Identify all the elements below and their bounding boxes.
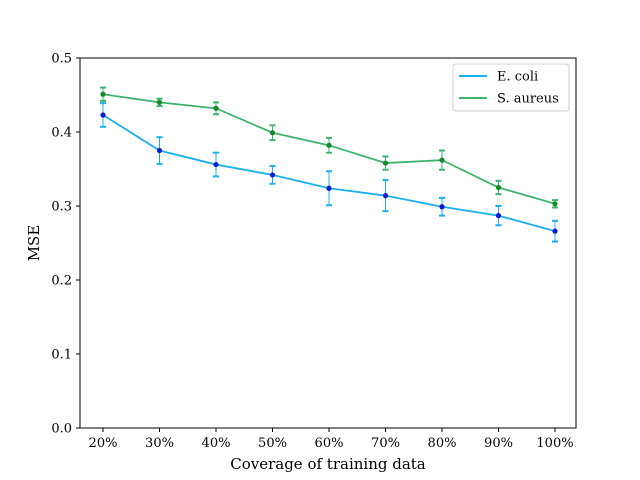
plot-frame <box>79 57 577 429</box>
data-point <box>156 99 163 105</box>
legend-label-e-coli: E. coli <box>497 70 538 85</box>
x-tick-label: 50% <box>258 436 287 451</box>
data-point <box>269 172 276 178</box>
data-point <box>495 184 502 191</box>
data-point <box>552 228 558 234</box>
legend: E. coli S. aureus <box>452 63 570 112</box>
data-point <box>382 193 389 199</box>
x-tick-label: 20% <box>89 436 118 451</box>
data-point <box>100 112 106 118</box>
data-point <box>269 130 276 136</box>
x-axis-title: Coverage of training data <box>230 455 426 473</box>
legend-label-s-aureus: S. aureus <box>497 92 559 107</box>
x-tick-label: 70% <box>371 436 400 451</box>
y-tick-label: 0.4 <box>51 126 72 141</box>
y-axis-title: MSE <box>25 225 43 262</box>
data-point <box>382 160 389 166</box>
y-tick-label: 0.5 <box>51 52 72 67</box>
data-point <box>100 91 106 97</box>
data-point <box>156 147 163 154</box>
y-axis: 0.0 0.1 0.2 0.3 0.4 0.5 <box>51 52 80 437</box>
data-point <box>439 157 445 163</box>
data-point <box>552 201 558 207</box>
y-tick-label: 0.1 <box>51 348 72 363</box>
data-point <box>439 204 445 210</box>
x-tick-label: 30% <box>145 436 174 451</box>
data-point <box>213 161 219 168</box>
data-point <box>495 213 502 219</box>
series-e-coli <box>100 102 558 243</box>
x-tick-label: 60% <box>315 436 344 451</box>
data-point <box>326 185 332 191</box>
y-tick-label: 0.2 <box>51 274 72 289</box>
x-tick-label: 40% <box>202 436 231 451</box>
y-tick-label: 0.3 <box>51 200 72 215</box>
x-tick-label: 90% <box>484 436 513 451</box>
plot-area <box>100 86 558 243</box>
data-point <box>326 142 332 148</box>
data-point <box>213 105 219 111</box>
x-axis: 20% 30% 40% 50% 60% 70% 80% 90% 100% <box>89 428 574 451</box>
x-tick-label: 100% <box>536 436 573 451</box>
series-s-aureus <box>100 86 558 209</box>
x-tick-label: 80% <box>428 436 457 451</box>
y-tick-label: 0.0 <box>51 422 72 437</box>
